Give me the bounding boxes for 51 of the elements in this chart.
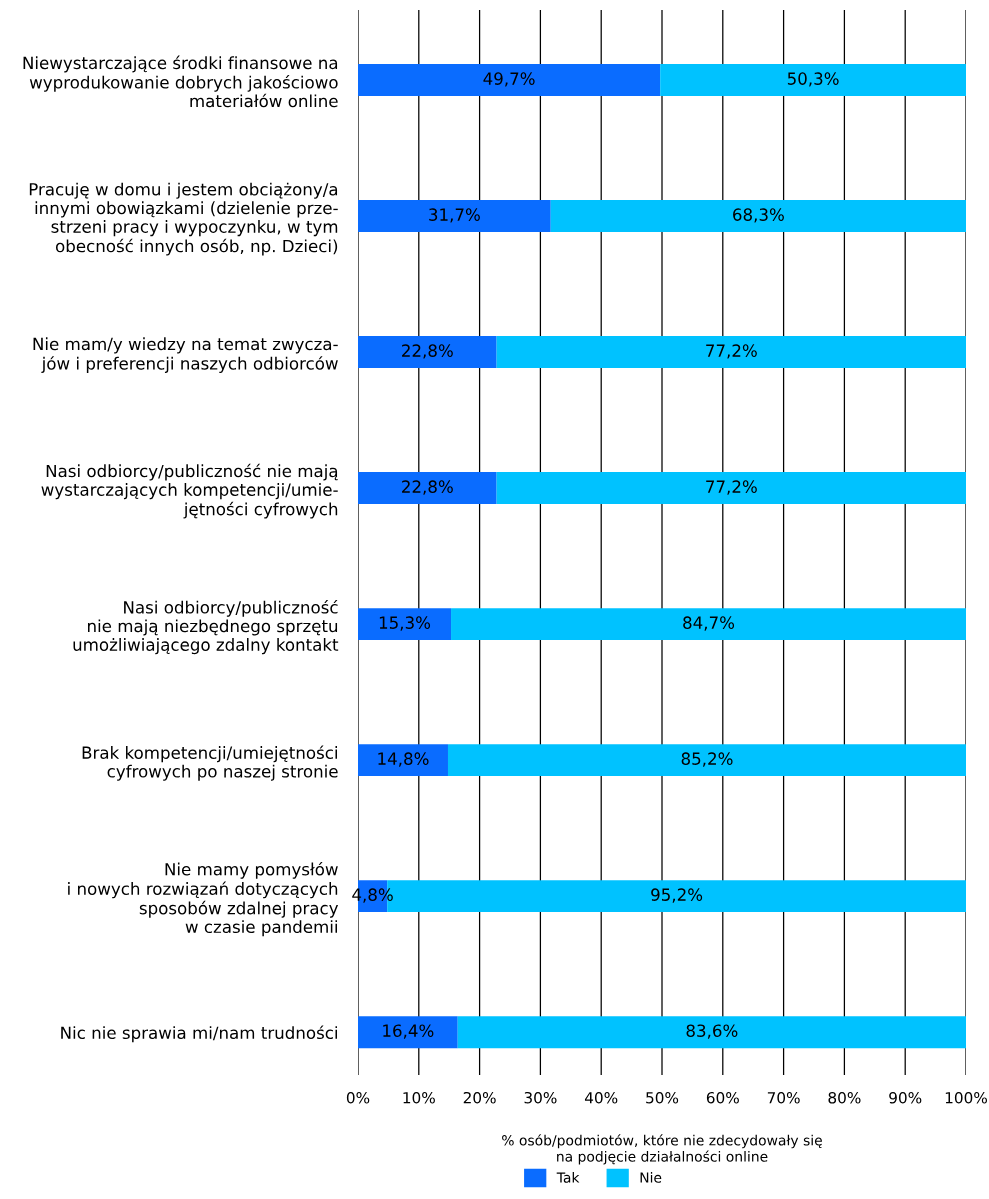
x-tick-label: 0% [346, 1091, 370, 1104]
y-tick-label: Pracuję w domu i jestem obciążony/a innymi obowiązkami (dzielenie prze- strzeni pracy i wypoczynku, w tym obecność innych osób, np. Dzieci) [29, 182, 338, 256]
data-label: 14,8% [378, 752, 429, 767]
bar [457, 1016, 966, 1049]
y-tick-label: Nasi odbiorcy/publiczność nie mają wystarczających kompetencji/umie- jętności cyfrowych [41, 463, 338, 519]
y-tick-label: Nie mamy pomysłów i nowych rozwiązań dotyczących sposobów zdalnej pracy w czasie pandemii [68, 861, 339, 937]
x-tick-label: 60% [706, 1091, 739, 1104]
data-label: 49,7% [483, 72, 535, 87]
x-tick-label: 80% [828, 1091, 861, 1104]
x-tick-label: 50% [646, 1091, 679, 1104]
bar [660, 64, 966, 97]
data-label: 50,3% [787, 72, 839, 87]
x-tick-label: 30% [524, 1091, 557, 1104]
bar [358, 64, 661, 97]
data-label: 31,7% [429, 208, 480, 223]
x-tick-label: 10% [403, 1091, 435, 1104]
data-label: 16,4% [383, 1024, 434, 1039]
bar [358, 744, 448, 777]
data-label: 22,8% [402, 480, 453, 495]
data-label: 15,3% [379, 616, 431, 631]
bar [496, 336, 966, 369]
x-tick-label: 100% [945, 1091, 987, 1104]
data-label: 77,2% [706, 344, 757, 359]
legend-label: Nie [640, 1172, 662, 1183]
bar [550, 200, 966, 233]
y-tick-label: Nasi odbiorcy/publiczność nie mają niezbędnego sprzętu umożliwiającego zdalny kontakt [73, 600, 339, 655]
data-label: 85,2% [681, 752, 733, 767]
x-tick-label: 90% [889, 1091, 922, 1104]
y-tick-label: Brak kompetencji/umiejętności cyfrowych po naszej stronie [82, 745, 338, 781]
bar [451, 608, 966, 641]
y-tick-label: Niewystarczające środki finansowe na wyprodukowanie dobrych jakościowo materiałów online [23, 55, 338, 108]
data-label: 83,6% [686, 1024, 738, 1039]
bar [358, 1016, 458, 1049]
y-tick-label: Nie mam/y wiedzy na temat zwycza- jów i preferencji naszych odbiorców [33, 337, 338, 373]
bar [358, 336, 497, 369]
data-label: 95,2% [651, 888, 703, 903]
x-tick-label: 20% [463, 1091, 496, 1104]
x-tick-label: 70% [767, 1091, 800, 1104]
bar [447, 744, 966, 777]
data-label: 77,2% [706, 480, 757, 495]
x-axis-title: % osób/podmiotów, które nie zdecydowały się na podjęcie działalności online [502, 1134, 822, 1165]
data-label: 84,7% [683, 616, 735, 631]
bar [358, 200, 551, 233]
bar [358, 608, 452, 641]
bar [358, 472, 497, 505]
data-label: 68,3% [733, 208, 784, 223]
legend-label: Tak [556, 1172, 580, 1183]
bar [496, 472, 966, 505]
data-label: 22,8% [402, 344, 453, 359]
y-tick-label: Nic nie sprawia mi/nam trudności [61, 1025, 337, 1043]
x-tick-label: 40% [584, 1091, 618, 1104]
